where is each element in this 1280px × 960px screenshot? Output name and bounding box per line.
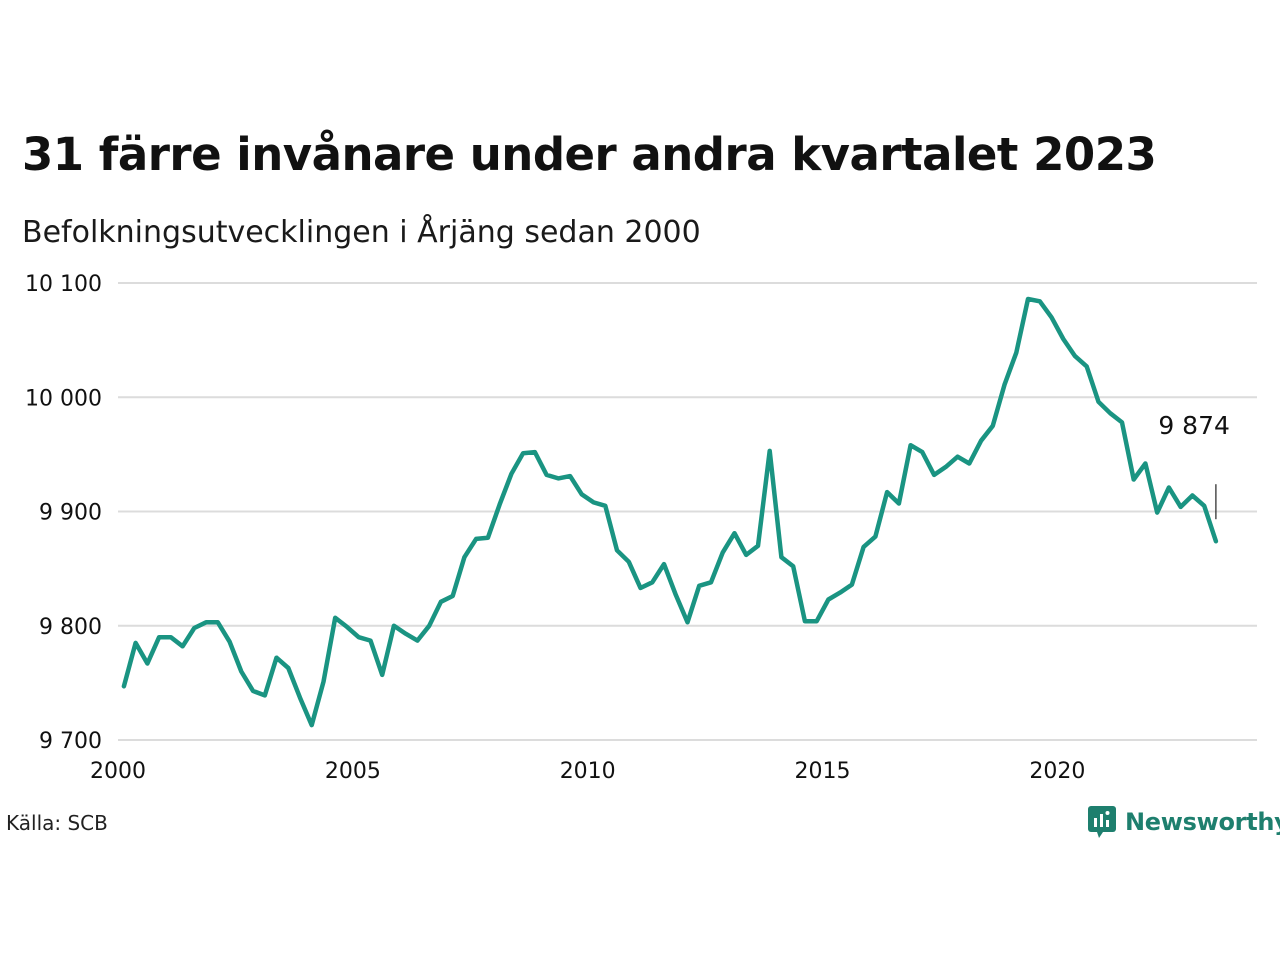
chart-subtitle: Befolkningsutvecklingen i Årjäng sedan 2… [22,215,701,250]
brand-name: Newsworthy [1125,808,1280,836]
gridlines [118,282,1257,741]
y-tick-label: 10 000 [25,386,102,411]
y-tick-label: 10 100 [25,272,102,297]
x-tick-label: 2020 [1029,759,1085,784]
newsworthy-logo-icon [1088,806,1116,838]
chart-title: 31 färre invånare under andra kvartalet … [22,128,1157,181]
y-tick-label: 9 800 [39,615,102,640]
x-axis-tick-labels: 2000 2005 2010 2015 2020 [90,759,1085,784]
y-axis-tick-labels: 9 700 9 800 9 900 10 000 10 100 [25,272,102,754]
y-tick-label: 9 700 [39,729,102,754]
series-line [121,296,1219,728]
source-note: Källa: SCB [6,811,108,835]
end-annotation: 9 874 [1158,411,1230,520]
x-tick-label: 2010 [560,759,616,784]
end-value-label: 9 874 [1158,411,1230,440]
newsworthy-logo: Newsworthy [1087,804,1280,840]
x-tick-label: 2015 [795,759,851,784]
x-tick-label: 2005 [325,759,381,784]
x-tick-label: 2000 [90,759,146,784]
y-tick-label: 9 900 [39,501,102,526]
series-lines [121,296,1219,728]
